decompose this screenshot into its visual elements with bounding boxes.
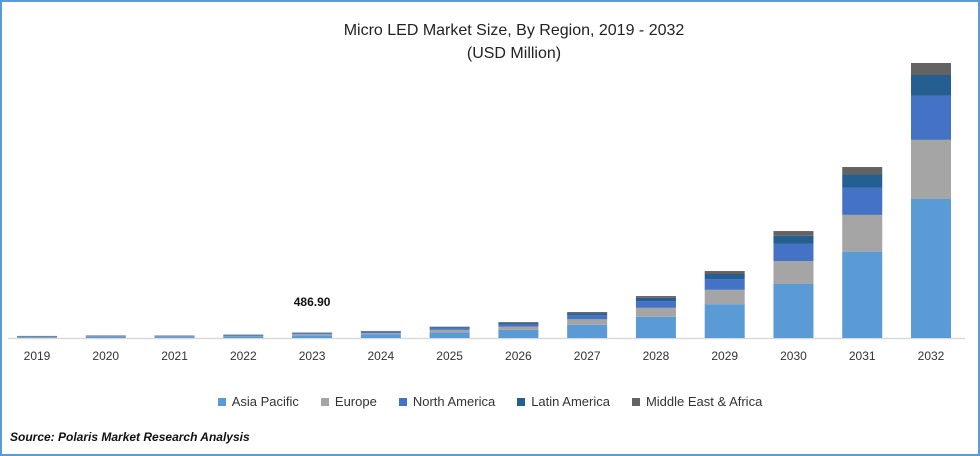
bar-segment-europe-2031 (842, 214, 883, 252)
x-tick-label: 2031 (849, 349, 876, 363)
legend-label: Asia Pacific (231, 394, 299, 409)
bar-segment-north-america-2025 (429, 328, 470, 330)
x-tick-label: 2025 (436, 349, 463, 363)
bar-segment-latin-america-2024 (360, 331, 401, 332)
bar-segment-europe-2030 (773, 260, 814, 284)
legend-item: Latin America (517, 394, 610, 409)
legend-item: Asia Pacific (217, 394, 299, 409)
data-label: 486.90 (294, 295, 331, 309)
bar-segment-north-america-2023 (292, 333, 333, 335)
bar-segment-latin-america-2030 (773, 235, 814, 244)
legend-item: Middle East & Africa (631, 394, 763, 409)
legend-item: Europe (320, 394, 377, 409)
bar-segment-latin-america-2027 (567, 313, 608, 316)
bar-segment-asia-pacific-2024 (360, 334, 401, 338)
legend: Asia Pacific Europe North America Latin Ame… (0, 394, 980, 409)
bar-segment-europe-2032 (911, 139, 952, 199)
bar-segment-north-america-2030 (773, 243, 814, 261)
bar-segment-middle-east-africa-2027 (567, 312, 608, 314)
x-tick-label: 2021 (161, 349, 188, 363)
x-tick-label: 2027 (574, 349, 601, 363)
legend-swatch (217, 397, 226, 406)
bar-segment-europe-2024 (360, 332, 401, 335)
bar-segment-middle-east-africa-2029 (704, 271, 745, 274)
bar-segment-asia-pacific-2021 (154, 337, 195, 338)
bar-segment-europe-2026 (498, 326, 539, 330)
bar-segment-asia-pacific-2028 (635, 316, 676, 338)
bar-segment-europe-2023 (292, 334, 333, 336)
bar-segment-latin-america-2031 (842, 174, 883, 188)
source-note: Source: Polaris Market Research Analysis (10, 430, 250, 444)
bar-segment-middle-east-africa-2032 (911, 63, 952, 75)
legend-label: Europe (334, 394, 377, 409)
bar-segment-asia-pacific-2020 (85, 337, 126, 338)
legend-swatch (320, 397, 329, 406)
bar-segment-north-america-2026 (498, 323, 539, 327)
legend-item: North America (398, 394, 496, 409)
bar-segment-europe-2022 (223, 335, 264, 337)
bar-segment-latin-america-2029 (704, 273, 745, 280)
bar-segment-europe-2029 (704, 289, 745, 305)
x-tick-label: 2020 (92, 349, 119, 363)
bar-segment-europe-2027 (567, 319, 608, 325)
bar-segment-europe-2028 (635, 307, 676, 317)
chart-title: Micro LED Market Size, By Region, 2019 -… (343, 22, 685, 39)
x-tick-label: 2019 (24, 349, 51, 363)
legend-label: North America (412, 394, 496, 409)
legend-swatch (631, 397, 640, 406)
bar-segment-europe-2025 (429, 329, 470, 333)
legend-label: Middle East & Africa (645, 394, 763, 409)
x-tick-label: 2026 (505, 349, 532, 363)
x-tick-label: 2032 (918, 349, 945, 363)
bar-segment-north-america-2032 (911, 95, 952, 140)
bar-segment-middle-east-africa-2030 (773, 231, 814, 236)
bar-segment-asia-pacific-2023 (292, 335, 333, 338)
bar-segment-asia-pacific-2019 (17, 337, 57, 338)
bar-segment-north-america-2031 (842, 187, 883, 215)
bar-segment-asia-pacific-2026 (498, 329, 539, 338)
bar-segment-asia-pacific-2027 (567, 324, 608, 338)
legend-swatch (517, 397, 526, 406)
x-tick-label: 2022 (230, 349, 257, 363)
bar-segment-latin-america-2026 (498, 322, 539, 324)
bar-segment-latin-america-2032 (911, 75, 952, 96)
legend-label: Latin America (531, 394, 610, 409)
x-tick-label: 2030 (780, 349, 807, 363)
bar-segment-middle-east-africa-2025 (429, 326, 470, 328)
bar-segment-north-america-2029 (704, 279, 745, 290)
bar-segment-asia-pacific-2025 (429, 332, 470, 338)
bar-segment-north-america-2028 (635, 301, 676, 308)
bar-segment-middle-east-africa-2031 (842, 167, 883, 175)
x-tick-label: 2029 (711, 349, 738, 363)
bar-segment-north-america-2027 (567, 315, 608, 320)
bar-segment-asia-pacific-2031 (842, 251, 883, 338)
bar-segment-asia-pacific-2030 (773, 283, 814, 338)
x-tick-label: 2024 (367, 349, 394, 363)
bar-segment-middle-east-africa-2028 (635, 296, 676, 298)
bar-segment-latin-america-2025 (429, 327, 470, 329)
x-tick-label: 2028 (643, 349, 670, 363)
x-tick-label: 2023 (299, 349, 326, 363)
bar-segment-asia-pacific-2029 (704, 304, 745, 338)
chart-subtitle: (USD Million) (466, 45, 562, 62)
bar-segment-north-america-2024 (360, 331, 401, 333)
legend-swatch (398, 397, 407, 406)
bar-segment-latin-america-2028 (635, 297, 676, 302)
bar-segment-asia-pacific-2022 (223, 336, 264, 338)
bar-segment-asia-pacific-2032 (911, 199, 952, 338)
bar-segment-middle-east-africa-2026 (498, 322, 539, 323)
